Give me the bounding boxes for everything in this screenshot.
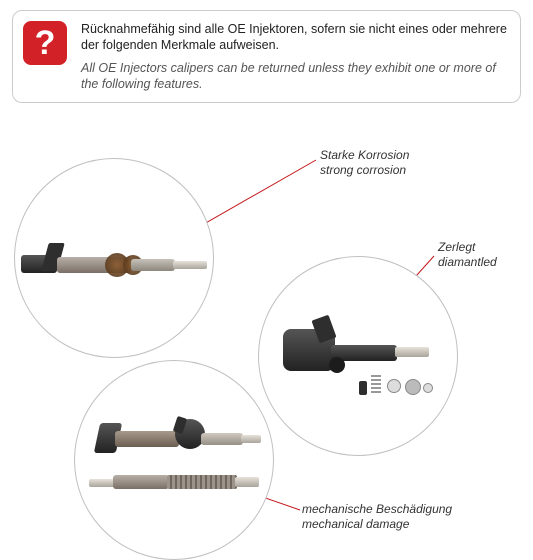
label-mechanical-de: mechanische Beschädigung [302,502,452,516]
info-text-de: Rücknahmefähig sind alle OE Injektoren, … [81,21,508,54]
label-dismantled: Zerlegt diamantled [438,240,497,270]
info-box: ? Rücknahmefähig sind alle OE Injektoren… [12,10,521,103]
defect-circle-dismantled [258,256,458,456]
question-glyph: ? [35,26,56,60]
info-text-en: All OE Injectors calipers can be returne… [81,60,508,93]
question-icon: ? [23,21,67,65]
label-mechanical-en: mechanical damage [302,517,409,531]
defect-circle-corrosion [14,158,214,358]
label-dismantled-de: Zerlegt [438,240,475,254]
defect-circle-mechanical [74,360,274,560]
label-corrosion: Starke Korrosion strong corrosion [320,148,409,178]
label-corrosion-en: strong corrosion [320,163,406,177]
label-mechanical: mechanische Beschädigung mechanical dama… [302,502,452,532]
diagram-area: Starke Korrosion strong corrosion Zerleg… [0,128,533,554]
label-dismantled-en: diamantled [438,255,497,269]
label-corrosion-de: Starke Korrosion [320,148,409,162]
info-text: Rücknahmefähig sind alle OE Injektoren, … [81,21,508,92]
